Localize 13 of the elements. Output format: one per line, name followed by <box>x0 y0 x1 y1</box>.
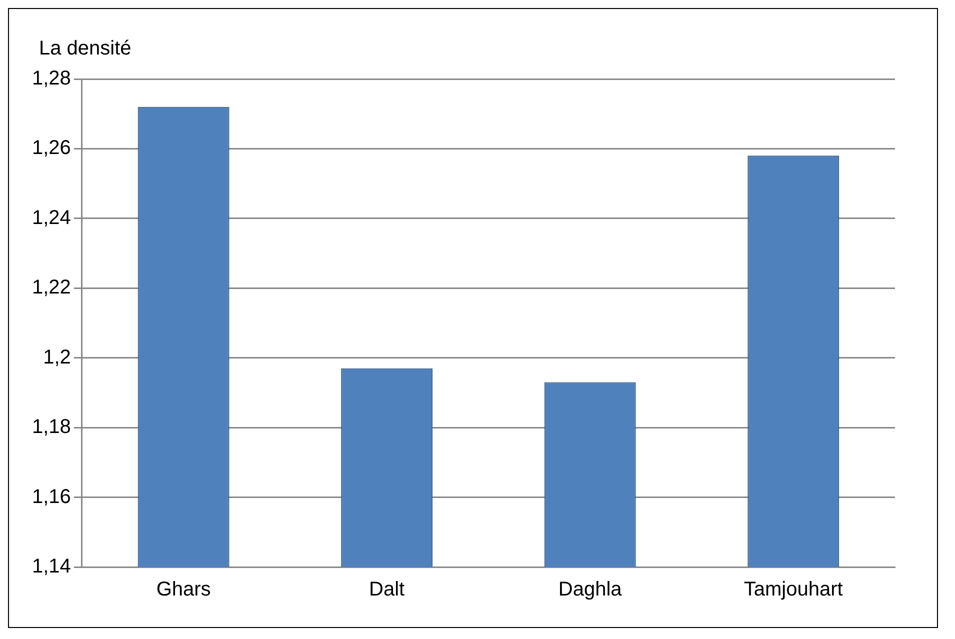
y-tick-label: 1,2 <box>43 346 71 368</box>
x-tick-label: Dalt <box>369 578 406 601</box>
x-tick-label: Tamjouhart <box>744 578 844 601</box>
y-tick-label: 1,28 <box>32 68 71 90</box>
y-tick-label: 1,26 <box>32 137 71 160</box>
y-axis-title: La densité <box>39 38 132 60</box>
y-tick-label: 1,22 <box>32 276 71 299</box>
y-tick-label: 1,24 <box>32 206 71 229</box>
x-tick-label: Ghars <box>156 578 211 601</box>
y-tick-label: 1,14 <box>32 556 71 578</box>
y-tick-label: 1,16 <box>32 486 71 508</box>
y-tick-label: 1,18 <box>32 416 71 438</box>
x-tick-label: Daghla <box>558 578 623 601</box>
